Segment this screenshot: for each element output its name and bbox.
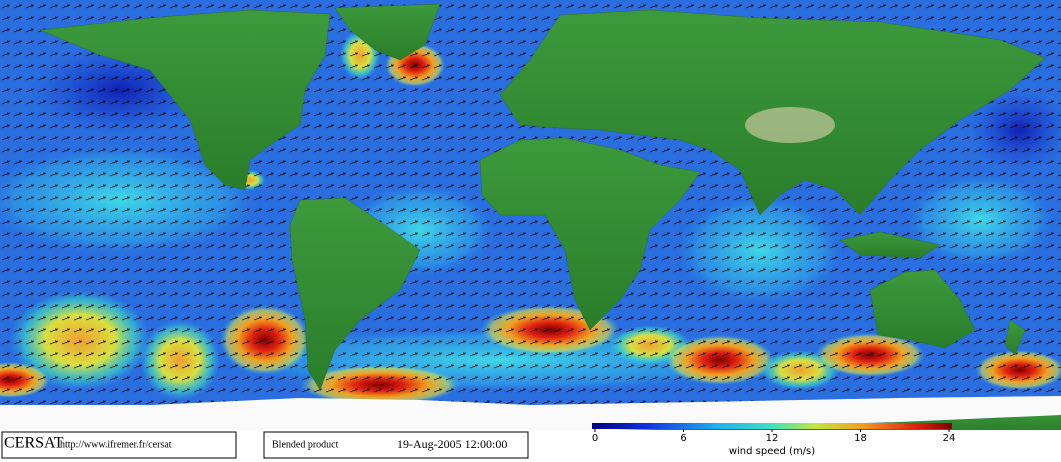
product-box [263,431,529,459]
product: Blended product [272,439,339,450]
colorbar-ramp [592,423,952,429]
colorbar-tick-label: 18 [854,433,867,444]
date: 19-Aug-2005 12:00:00 [397,437,507,451]
url: http://www.ifremer.fr/cersat [60,439,172,450]
colorbar: wind speed (m/s) 0 6 12 18 24 [592,423,956,457]
colorbar-tick-label: 6 [680,433,686,444]
logo-box [1,431,237,459]
colorbar-tick-label: 12 [766,433,779,444]
plateau [745,107,835,143]
logo: CERSAT [4,435,64,452]
land [39,3,1061,433]
colorbar-label: wind speed (m/s) [729,446,815,457]
colorbar-tick-label: 24 [943,433,956,444]
colorbar-tick-label: 0 [592,433,598,444]
